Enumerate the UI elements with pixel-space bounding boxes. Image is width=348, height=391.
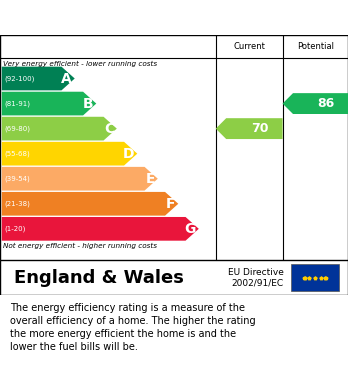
Polygon shape: [2, 217, 199, 241]
Text: 2002/91/EC: 2002/91/EC: [231, 278, 284, 287]
Polygon shape: [2, 167, 158, 190]
Text: (81-91): (81-91): [4, 100, 30, 107]
Text: B: B: [83, 97, 94, 111]
Text: 86: 86: [317, 97, 334, 110]
Text: E: E: [145, 172, 155, 186]
Text: (1-20): (1-20): [4, 226, 25, 232]
Text: Current: Current: [233, 42, 265, 51]
Polygon shape: [2, 67, 75, 90]
Text: EU Directive: EU Directive: [228, 268, 284, 277]
Text: Potential: Potential: [297, 42, 334, 51]
Polygon shape: [2, 192, 178, 215]
Text: (69-80): (69-80): [4, 126, 30, 132]
Text: D: D: [123, 147, 134, 161]
Bar: [291, 264, 339, 291]
Polygon shape: [216, 118, 283, 139]
Text: A: A: [61, 72, 72, 86]
Text: Energy Efficiency Rating: Energy Efficiency Rating: [60, 9, 288, 27]
Text: (21-38): (21-38): [4, 201, 30, 207]
Polygon shape: [2, 117, 117, 140]
Text: (39-54): (39-54): [4, 176, 30, 182]
Text: (55-68): (55-68): [4, 151, 30, 157]
Text: (92-100): (92-100): [4, 75, 34, 82]
Text: The energy efficiency rating is a measure of the
overall efficiency of a home. T: The energy efficiency rating is a measur…: [10, 303, 256, 352]
Polygon shape: [2, 142, 137, 165]
Polygon shape: [2, 92, 96, 115]
Text: 70: 70: [251, 122, 268, 135]
Text: F: F: [166, 197, 175, 211]
Text: England & Wales: England & Wales: [14, 269, 184, 287]
Text: G: G: [185, 222, 196, 236]
Text: Very energy efficient - lower running costs: Very energy efficient - lower running co…: [3, 61, 158, 67]
Text: Not energy efficient - higher running costs: Not energy efficient - higher running co…: [3, 243, 158, 249]
Polygon shape: [283, 93, 348, 114]
Text: C: C: [104, 122, 114, 136]
